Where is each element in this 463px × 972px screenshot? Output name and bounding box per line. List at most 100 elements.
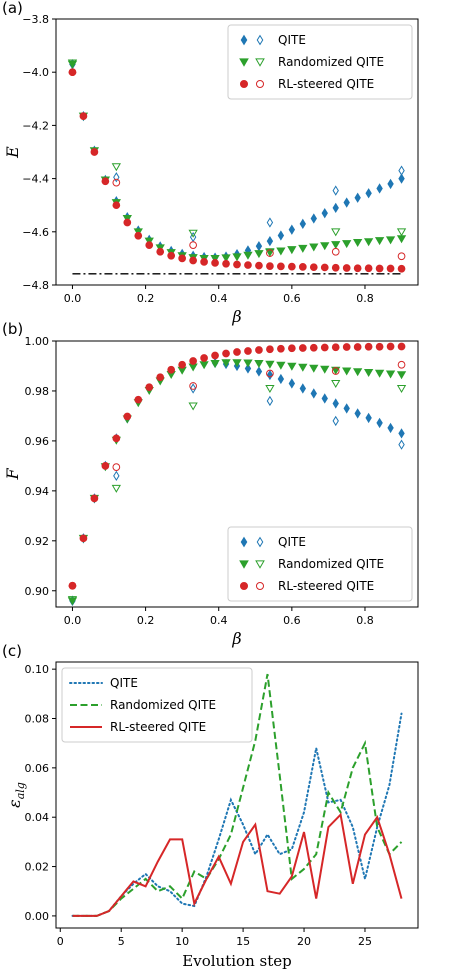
data-point — [309, 364, 319, 373]
data-point — [255, 261, 263, 270]
data-point — [266, 369, 274, 378]
data-point — [343, 197, 350, 208]
data-point — [210, 254, 220, 263]
data-point — [276, 247, 286, 256]
data-point — [343, 403, 350, 414]
data-point — [112, 434, 121, 443]
series-rl-steered-qite-filled — [68, 68, 406, 273]
y-axis-label: E — [3, 146, 22, 159]
series-randomized-qite-open — [67, 59, 407, 257]
data-point — [320, 242, 330, 251]
y-tick-label: −4.8 — [22, 279, 49, 292]
data-point — [200, 354, 208, 362]
data-point — [385, 370, 396, 379]
data-point — [189, 241, 197, 249]
y-tick-label: −3.8 — [22, 13, 49, 26]
data-point — [244, 363, 252, 374]
data-point — [156, 373, 165, 382]
data-point — [266, 395, 274, 407]
data-point — [112, 463, 121, 471]
data-point — [255, 366, 263, 377]
data-point — [90, 148, 99, 156]
series-line-randomized-qite — [72, 673, 403, 917]
data-point — [288, 378, 296, 389]
data-point — [277, 344, 285, 353]
data-point — [386, 264, 395, 273]
legend: QITE Randomized QITE RL-steered QITE — [227, 526, 413, 602]
data-point — [287, 362, 297, 371]
y-tick-label: 0.02 — [25, 861, 50, 874]
data-point — [396, 385, 407, 394]
data-point — [397, 360, 406, 369]
data-point — [309, 243, 319, 252]
x-tick-label: 0.8 — [356, 614, 374, 627]
data-point — [376, 183, 383, 194]
data-point — [255, 346, 263, 354]
data-point — [101, 177, 110, 186]
y-tick-label: −4.2 — [22, 119, 49, 132]
y-tick-label: 0.08 — [25, 713, 50, 726]
data-point — [90, 494, 99, 503]
y-tick-label: 0.10 — [25, 663, 50, 676]
data-point — [101, 462, 110, 470]
legend-marker-filled — [239, 560, 249, 569]
data-point — [232, 253, 242, 262]
data-point — [79, 112, 88, 120]
data-point — [398, 428, 405, 439]
data-point — [332, 415, 339, 427]
data-point — [353, 239, 363, 248]
series-line-rl-steered-qite — [72, 812, 403, 917]
legend-marker-open — [256, 34, 264, 46]
x-tick-label: 0.8 — [356, 292, 374, 305]
data-point — [397, 252, 406, 261]
data-point — [254, 360, 264, 369]
data-point — [167, 251, 176, 260]
y-tick-label: 0.00 — [25, 910, 50, 923]
data-point — [113, 172, 120, 183]
legend: QITE Randomized QITE RL-steered QITE — [61, 667, 253, 743]
data-point — [254, 250, 264, 259]
data-point — [332, 398, 339, 409]
data-point — [232, 359, 242, 368]
data-point — [374, 369, 385, 378]
legend: QITE Randomized QITE RL-steered QITE — [227, 24, 413, 100]
y-tick-label: 0.06 — [25, 762, 50, 775]
data-point — [385, 236, 396, 245]
data-point — [277, 373, 285, 385]
data-point — [189, 383, 197, 394]
data-point — [309, 263, 318, 272]
data-point — [221, 254, 231, 263]
data-point — [365, 412, 372, 424]
data-point — [320, 365, 330, 374]
data-point — [331, 228, 341, 237]
data-point — [189, 256, 197, 265]
data-point — [233, 348, 241, 356]
data-point — [363, 369, 374, 378]
legend-label: QITE — [110, 676, 138, 690]
x-tick-label: 5 — [118, 935, 125, 948]
panel-c-error-chart: 0 5 10 15 20 25 0.00 0.02 0.04 0.06 0.08 0.10 Evolut… — [2, 642, 419, 970]
data-point — [68, 68, 77, 77]
panel-a-energy-chart: 0.0 0.2 0.4 0.6 0.8 −4.8 −4.6 −4.4 −4.2 −4.0 −3.8 β… — [2, 0, 419, 326]
data-point — [354, 192, 361, 203]
x-tick-label: 15 — [236, 935, 250, 948]
data-point — [266, 217, 274, 228]
legend-label: QITE — [278, 33, 306, 47]
data-point — [310, 388, 317, 399]
data-point — [233, 260, 241, 269]
x-axis-label: β — [231, 629, 241, 648]
x-tick-label: 0.6 — [283, 614, 301, 627]
data-point — [298, 263, 307, 271]
legend-frame — [227, 526, 413, 602]
legend-frame — [61, 667, 253, 743]
data-point — [365, 188, 372, 199]
data-point — [67, 596, 78, 605]
data-point — [342, 240, 352, 249]
data-point — [331, 241, 341, 250]
data-point — [222, 259, 230, 268]
data-point — [288, 224, 296, 235]
series-rl-steered-qite-open — [68, 68, 406, 261]
data-point — [299, 218, 307, 229]
data-point — [112, 178, 121, 187]
